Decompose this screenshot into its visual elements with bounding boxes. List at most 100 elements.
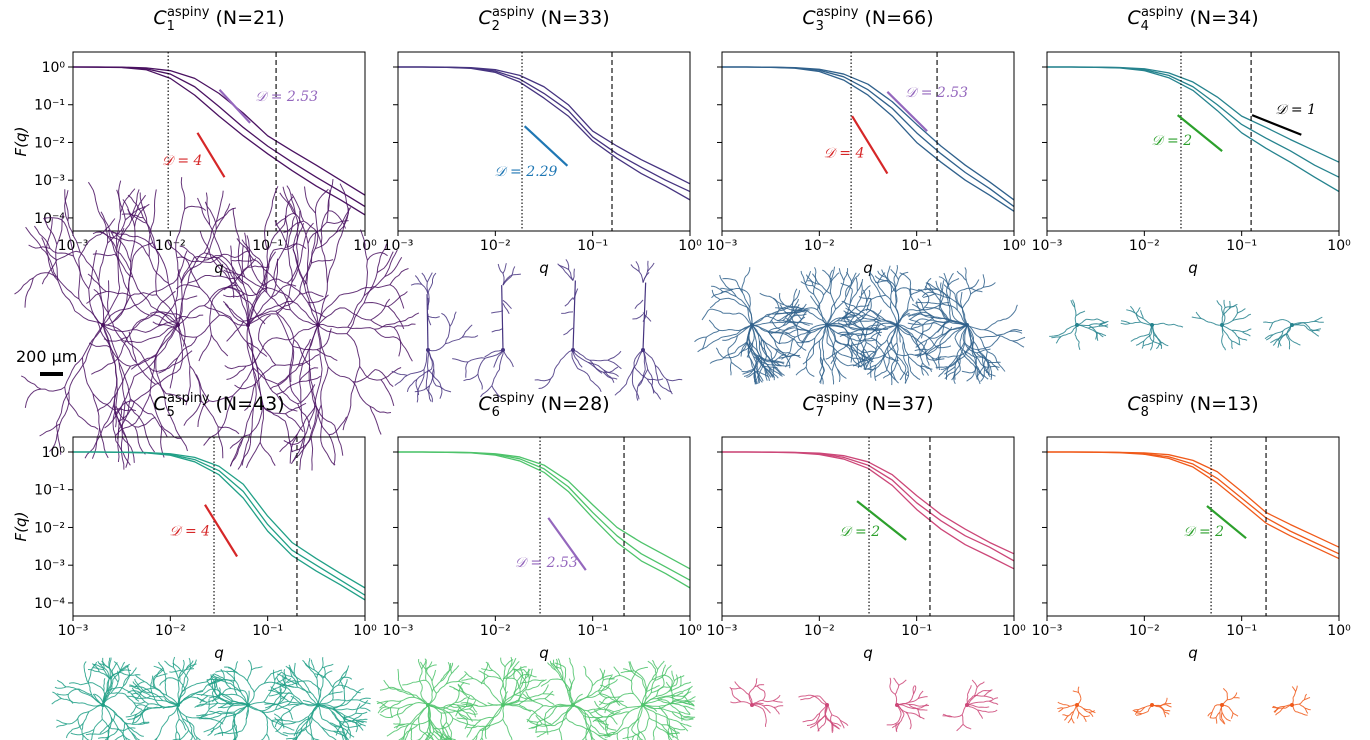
neurite [398,313,419,322]
neurite [1212,706,1215,712]
neurite [1075,307,1076,316]
neurite [131,227,135,262]
neurite [1084,716,1090,717]
soma [1150,323,1154,327]
neurite [569,658,573,668]
neurite [620,693,633,697]
neurite [1233,713,1238,716]
neurite [119,362,130,398]
neurite [479,671,489,677]
neurite [623,712,630,723]
neurite [1242,332,1250,336]
neurite [856,278,857,291]
neurite [232,705,248,706]
neurite [57,680,66,687]
neurite [658,700,672,704]
neurite [124,676,129,686]
neurite [744,267,749,279]
neurite [104,678,105,691]
x-axis-label: q [863,644,873,662]
neurite [1149,334,1154,342]
x-tick-label: 10⁻¹ [1226,623,1257,639]
neurite [1296,686,1298,692]
title-subscript: 4 [1141,19,1149,34]
neurite [614,667,620,676]
title-superscript: aspiny [167,391,210,406]
neurite [952,370,961,380]
neurite [418,719,430,725]
neurite [199,335,212,361]
title-superscript: aspiny [816,5,859,20]
neurite [730,702,741,703]
neurite [655,365,666,379]
neurite [773,695,780,701]
neurite [888,266,891,279]
neurite [999,336,1012,341]
neurite [1136,712,1142,714]
x-tick-label: 10⁻² [480,238,511,254]
neurite [590,360,608,361]
neurite [317,678,319,691]
neurite [197,315,220,337]
neurite [594,720,605,721]
slope-label: 𝒟 = 4 [162,153,203,169]
neurite [228,668,238,674]
neurite [1164,710,1170,711]
y-tick-label: 10⁻¹ [34,483,65,499]
neurite [637,385,639,401]
neurite [1231,713,1233,719]
neurite [1079,342,1080,350]
neurite [957,288,970,293]
neurite [153,322,174,328]
neurite [720,288,733,289]
plot-frame [398,437,690,616]
neurite [478,358,485,374]
neurite [573,269,574,281]
neurite [965,267,966,280]
neuron-gallery [1049,300,1324,351]
neurite [69,683,80,685]
neurite [739,313,752,325]
x-tick-label: 10⁻³ [707,623,738,639]
neurite [61,699,73,703]
title-symbol: C [1127,393,1141,415]
neurite [840,280,844,294]
neurite [683,686,693,692]
neurite [248,705,262,712]
title-symbol: C [153,7,167,29]
neurite [695,337,707,342]
neurite [774,707,780,714]
neurite [543,685,548,694]
neurite [388,701,401,702]
neurite [684,717,696,718]
neurite [181,730,189,739]
neurite [395,375,407,385]
neurite [220,726,223,736]
x-tick-label: 10⁻³ [707,238,738,254]
neurite [621,671,632,673]
neurite [1073,691,1079,693]
neurite [25,278,33,308]
neurite [1222,335,1224,344]
neurite [1273,331,1283,335]
neurite [968,685,972,694]
neurite [541,680,550,687]
neurite [333,687,334,700]
plot-area [398,52,690,231]
neurite [235,384,256,389]
neurite [936,281,941,293]
neurite [763,691,765,700]
neurite [649,718,661,725]
neurite [963,724,971,729]
neurite [162,716,169,727]
neurite [1013,341,1025,347]
y-tick-label: 10⁰ [42,60,66,76]
neurite [419,669,422,680]
neurite [631,681,633,694]
soma [246,323,250,327]
neurite [565,272,573,281]
neurite [799,695,809,697]
title-superscript: aspiny [1141,391,1184,406]
neurite [569,270,573,281]
neurite [204,306,230,317]
